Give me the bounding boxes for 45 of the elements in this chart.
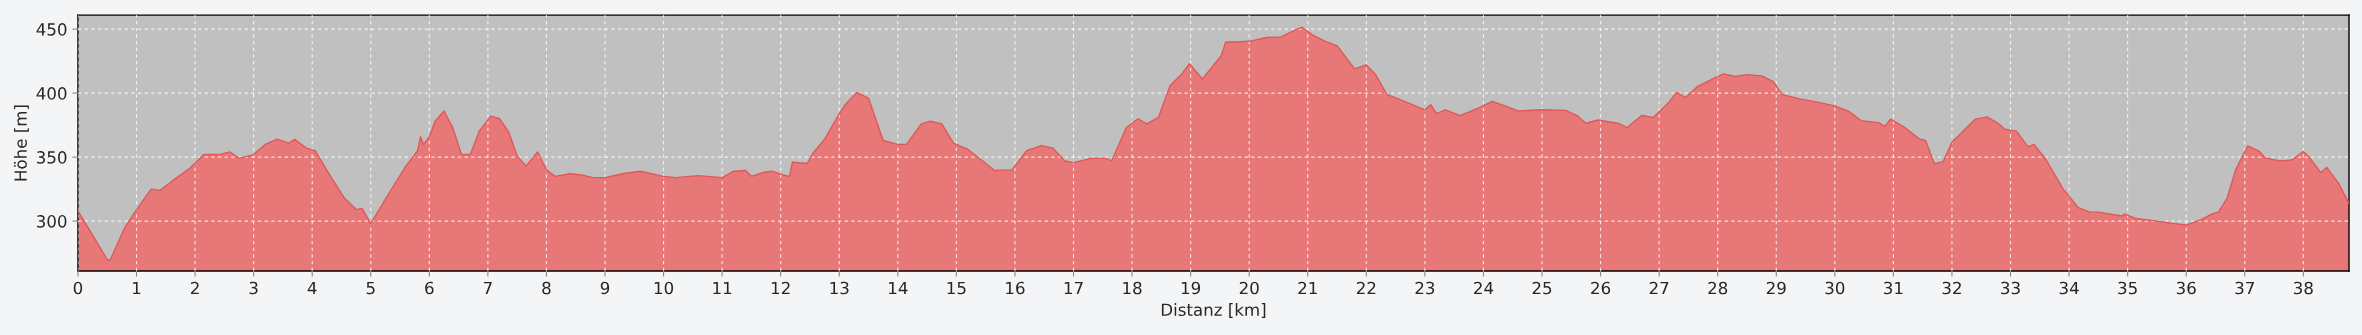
x-tick-label: 25 (1532, 281, 1552, 295)
y-tick-label: 400 (36, 87, 67, 100)
x-tick-label: 8 (542, 281, 551, 295)
x-tick-label: 32 (1942, 281, 1961, 295)
x-tick-label: 33 (2001, 281, 2020, 295)
x-tick-label: 12 (771, 281, 790, 295)
x-tick-label: 7 (483, 281, 492, 295)
x-tick-label: 2 (190, 281, 199, 295)
x-tick-label: 36 (2176, 281, 2196, 295)
x-tick-label: 13 (830, 281, 849, 295)
x-tick-label: 5 (366, 281, 375, 295)
x-tick-label: 24 (1474, 281, 1494, 295)
x-tick-label: 18 (1123, 281, 1142, 295)
x-tick-label: 35 (2118, 281, 2137, 295)
x-tick-label: 15 (947, 281, 966, 295)
x-tick-label: 22 (1356, 281, 1376, 295)
x-tick-label: 14 (889, 281, 908, 295)
y-tick-label: 350 (36, 151, 67, 164)
x-tick-label: 38 (2294, 281, 2313, 295)
x-tick-label: 19 (1181, 281, 1201, 295)
x-tick-label: 1 (133, 281, 141, 295)
x-tick-label: 34 (2059, 281, 2079, 295)
x-tick-label: 37 (2235, 281, 2254, 295)
x-tick-label: 30 (1825, 281, 1845, 295)
x-tick-label: 16 (1006, 281, 1025, 295)
y-tick-label: 300 (36, 215, 67, 228)
x-tick-label: 26 (1591, 281, 1611, 295)
x-tick-label: 28 (1708, 281, 1728, 295)
x-tick-label: 31 (1884, 281, 1903, 295)
x-tick-label: 27 (1649, 281, 1669, 295)
x-tick-label: 20 (1239, 281, 1259, 295)
y-axis-title: Höhe [m] (14, 105, 29, 181)
x-tick-label: 29 (1766, 281, 1786, 295)
x-tick-label: 21 (1298, 281, 1317, 295)
x-tick-label: 3 (249, 281, 258, 295)
x-tick-label: 23 (1415, 281, 1435, 295)
y-tick-label: 450 (36, 23, 67, 36)
x-tick-label: 9 (600, 281, 610, 295)
x-tick-label: 10 (654, 281, 674, 295)
x-tick-label: 11 (713, 281, 732, 295)
x-tick-label: 17 (1064, 281, 1083, 295)
x-tick-label: 4 (307, 281, 317, 295)
x-tick-label: 0 (73, 281, 83, 295)
x-axis-title: Distanz [km] (1161, 303, 1266, 318)
x-tick-label: 6 (425, 281, 434, 295)
